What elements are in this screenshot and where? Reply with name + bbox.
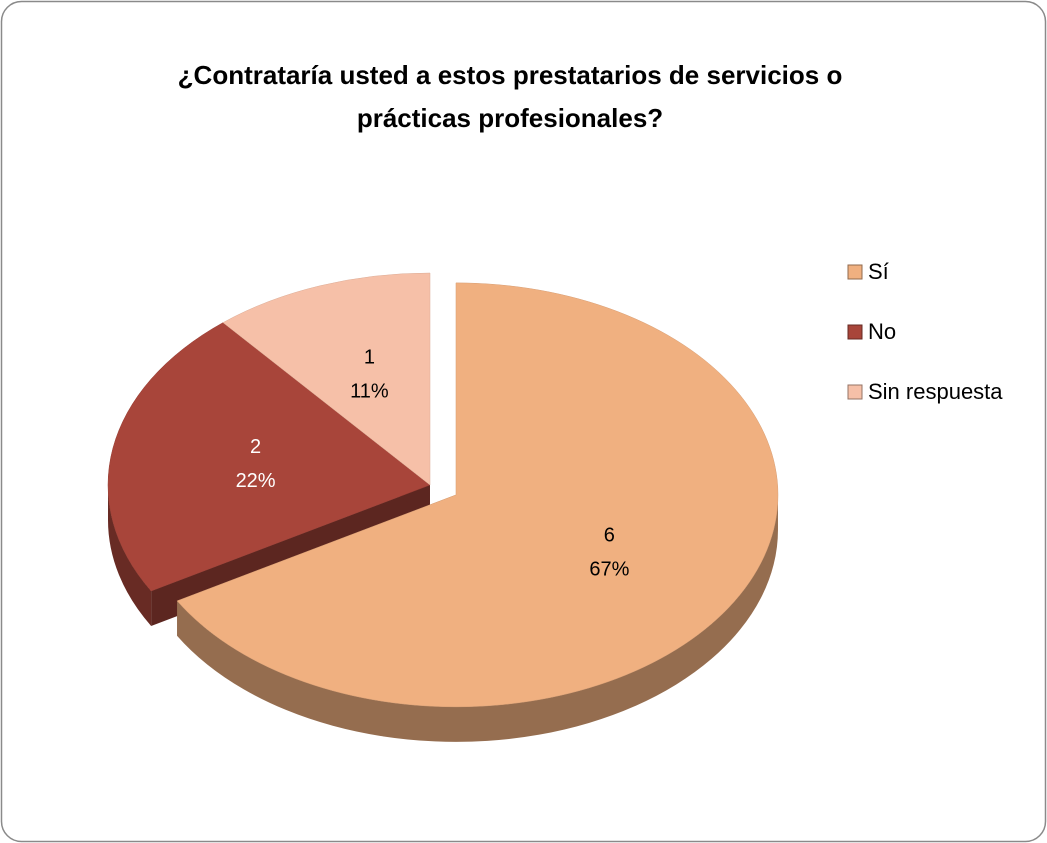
- legend-label: Sin respuesta: [868, 379, 1003, 404]
- slice-rim: [108, 485, 152, 626]
- chart-title: ¿Contrataría usted a estos prestatarios …: [177, 60, 843, 133]
- percent-label: 22%: [236, 470, 276, 492]
- legend-label: No: [868, 319, 896, 344]
- pie-slice: [222, 272, 431, 486]
- legend-swatch: [847, 384, 863, 400]
- data-label: 2: [250, 436, 261, 458]
- pie-tops: [107, 272, 779, 708]
- legend-swatch: [847, 324, 863, 340]
- data-label: 6: [604, 524, 615, 546]
- pie-slice: [176, 282, 779, 708]
- legend-swatch: [847, 264, 863, 280]
- percent-label: 67%: [589, 558, 629, 580]
- data-label: 1: [364, 347, 375, 369]
- percent-label: 11%: [350, 381, 389, 403]
- slice-rim: [177, 494, 778, 742]
- pie-slice: [107, 322, 431, 592]
- legend-label: Sí: [868, 259, 889, 284]
